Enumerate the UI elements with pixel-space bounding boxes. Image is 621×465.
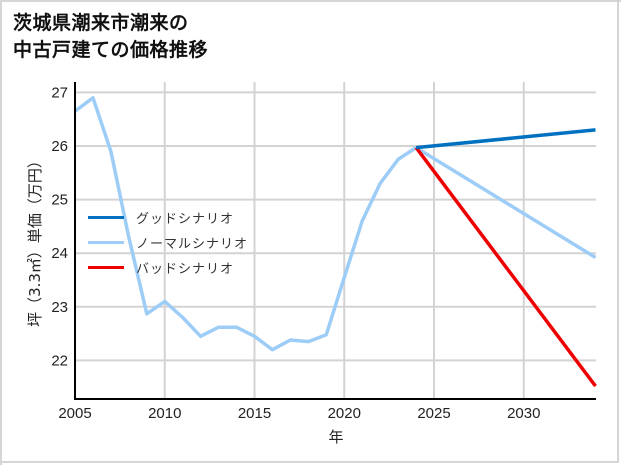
left-mask	[2, 82, 74, 399]
x-tick-label: 2030	[507, 405, 540, 422]
gridlines	[75, 82, 596, 399]
y-tick-label: 26	[51, 138, 68, 155]
legend-label-bad: バッドシナリオ	[136, 262, 235, 277]
x-tick-label: 2010	[148, 405, 181, 422]
legend: グッドシナリオ ノーマルシナリオ バッドシナリオ	[88, 205, 248, 280]
series-lines	[73, 96, 597, 388]
y-tick-label: 27	[51, 84, 68, 101]
y-axis-label: 坪（3.3㎡）単価（万円）	[26, 153, 44, 327]
legend-swatch-bad	[88, 266, 124, 269]
x-tick-label: 2020	[328, 405, 361, 422]
chart-title: 茨城県潮来市潮来の 中古戸建ての価格推移	[13, 10, 208, 64]
tick-labels: 22 23 24 25 26 27 2005 2010 2015 2020 2025 2030	[51, 84, 540, 422]
y-tick-label: 25	[51, 192, 68, 209]
y-tick-label: 24	[51, 245, 68, 262]
series-line	[415, 128, 596, 150]
frame-border-top	[0, 0, 621, 2]
x-tick-label: 2005	[58, 405, 91, 422]
legend-item-normal: ノーマルシナリオ	[88, 230, 248, 255]
x-tick-label: 2025	[417, 405, 450, 422]
series-line	[73, 96, 418, 352]
axes	[74, 82, 596, 400]
series-line	[415, 146, 597, 259]
x-tick-label: 2015	[238, 405, 271, 422]
x-axis-label: 年	[328, 428, 343, 446]
y-tick-label: 23	[51, 299, 68, 316]
frame-border-left	[0, 0, 2, 465]
series-line	[414, 146, 597, 388]
legend-item-good: グッドシナリオ	[88, 205, 248, 230]
legend-swatch-good	[88, 216, 124, 219]
chart-title-line2: 中古戸建ての価格推移	[13, 39, 209, 61]
legend-label-normal: ノーマルシナリオ	[136, 237, 249, 252]
legend-swatch-normal	[88, 241, 124, 244]
legend-label-good: グッドシナリオ	[136, 212, 235, 227]
legend-item-bad: バッドシナリオ	[88, 255, 248, 280]
y-tick-label: 22	[51, 352, 68, 369]
chart-title-line1: 茨城県潮来市潮来の	[13, 12, 189, 34]
